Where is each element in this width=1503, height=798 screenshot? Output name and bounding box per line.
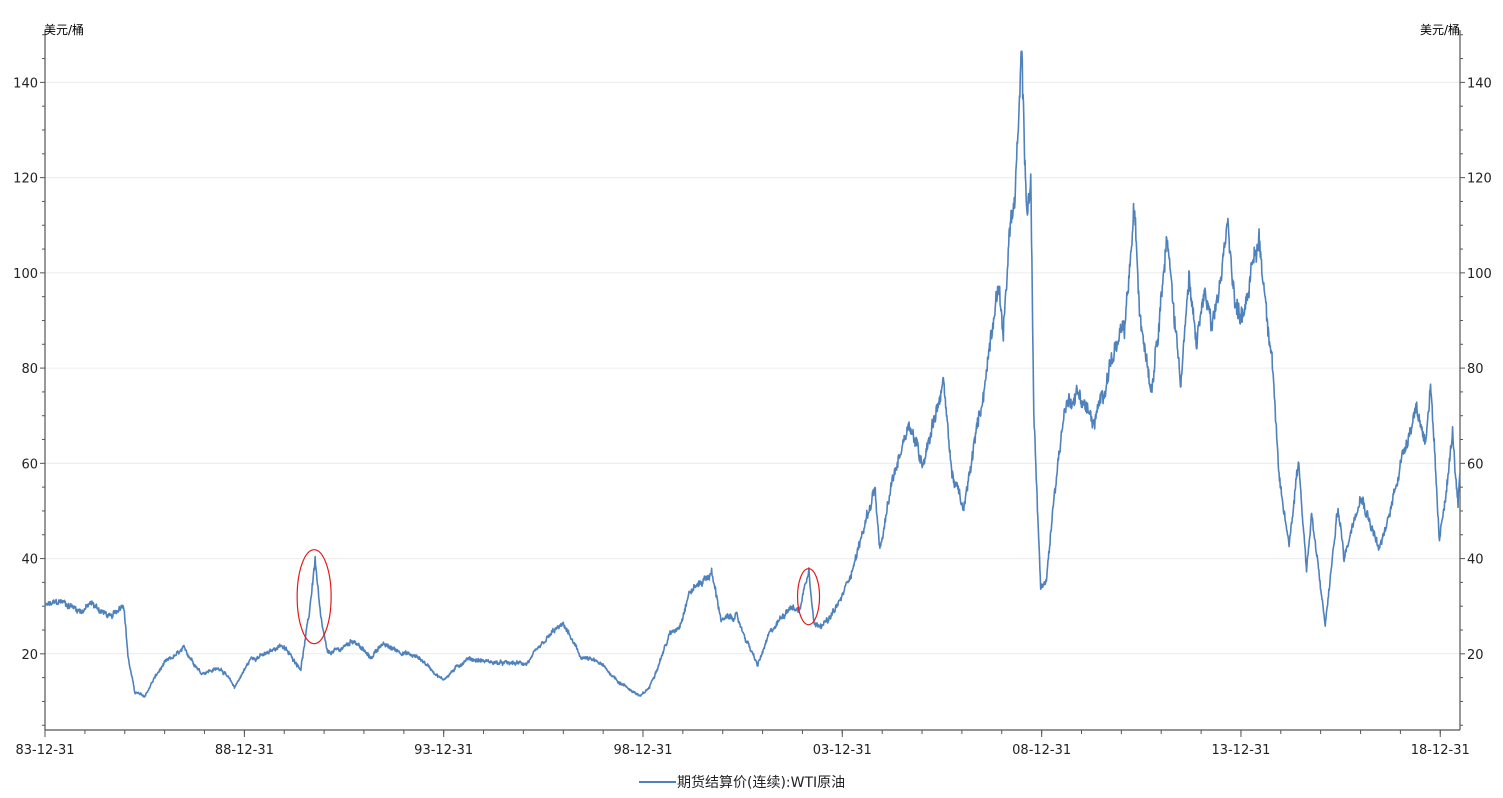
series-line-wti: [44, 50, 1461, 698]
y-tick-label-right: 100: [1467, 267, 1492, 282]
highlight-ellipse: [296, 549, 332, 645]
y-tick-label-left: 40: [21, 553, 38, 568]
x-tick-label: 93-12-31: [414, 743, 473, 758]
y-tick-label-left: 100: [13, 267, 38, 282]
y-tick-label-left: 60: [21, 457, 38, 472]
highlight-ellipse: [796, 568, 821, 626]
right-unit-label: 美元/桶: [1420, 22, 1460, 37]
y-tick-label-left: 120: [13, 172, 38, 187]
axes: 20 20 40 40 60 60 80 80 100 100 120 120 140 140 83-12-…: [13, 30, 1492, 758]
y-tick-label-left: 20: [21, 648, 38, 663]
legend: 期货结算价(连续):WTI原油: [639, 774, 845, 791]
x-tick-label: 18-12-31: [1411, 743, 1470, 758]
y-tick-label-right: 60: [1467, 457, 1484, 472]
annotation-layer: [296, 549, 821, 645]
y-tick-label-left: 80: [21, 362, 38, 377]
legend-label: 期货结算价(连续):WTI原油: [677, 774, 845, 791]
y-tick-label-left: 140: [13, 76, 38, 91]
y-tick-label-right: 140: [1467, 76, 1492, 91]
x-tick-label: 08-12-31: [1012, 743, 1071, 758]
x-tick-label: 83-12-31: [15, 743, 74, 758]
x-tick-label: 13-12-31: [1211, 743, 1270, 758]
left-unit-label: 美元/桶: [44, 22, 84, 37]
series-layer: [44, 50, 1461, 698]
y-tick-label-right: 20: [1467, 648, 1484, 663]
x-tick-label: 98-12-31: [613, 743, 672, 758]
y-tick-label-right: 120: [1467, 172, 1492, 187]
x-tick-label: 88-12-31: [215, 743, 274, 758]
y-tick-label-right: 40: [1467, 553, 1484, 568]
y-tick-label-right: 80: [1467, 362, 1484, 377]
gridlines: [45, 81, 1460, 655]
x-tick-label: 03-12-31: [813, 743, 872, 758]
